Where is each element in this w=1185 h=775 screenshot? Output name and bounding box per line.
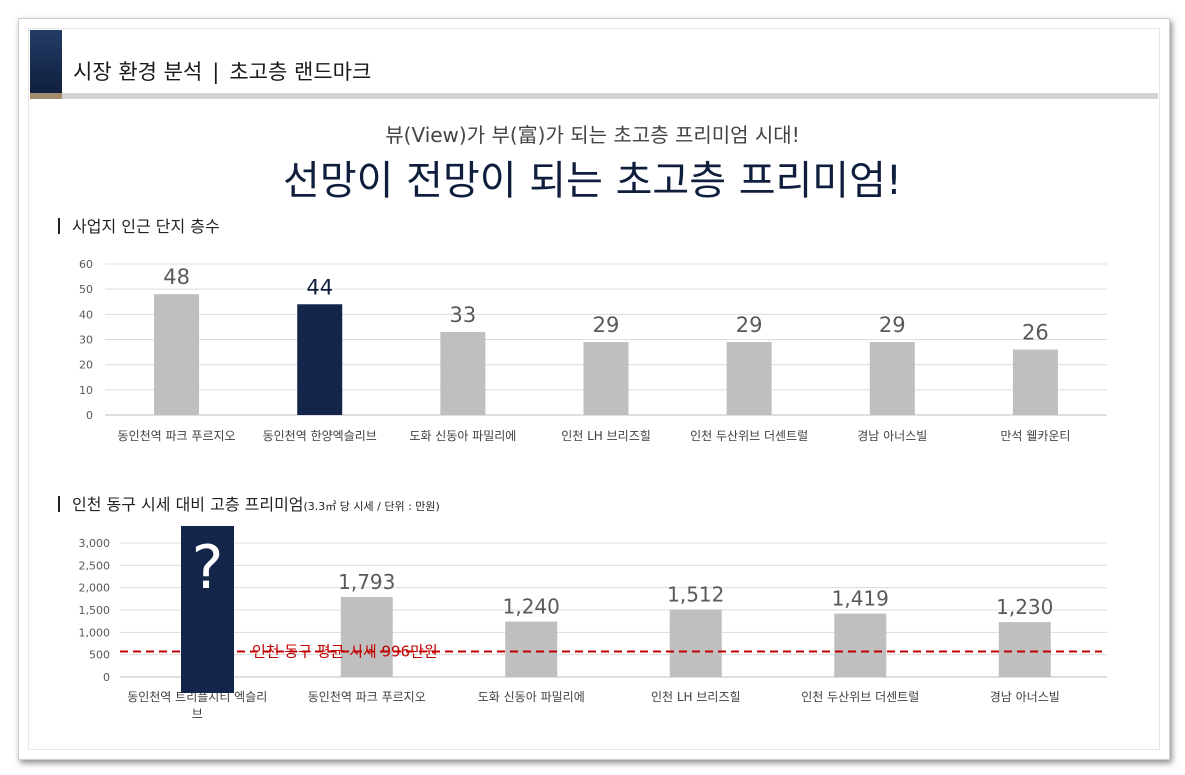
slide-inner-border (28, 28, 1160, 750)
data-label: 1,240 (503, 595, 560, 619)
header-title: 시장 환경 분석 | 초고층 랜드마크 (73, 56, 371, 86)
x-tick-label: 인천 LH 브리즈힐 (651, 689, 741, 704)
bar (869, 342, 915, 415)
data-label: 33 (449, 303, 476, 327)
chart2-heading: 인천 동구 시세 대비 고층 프리미엄(3.3㎡ 당 시세 / 단위 : 만원) (58, 491, 440, 515)
bar (340, 596, 393, 677)
x-tick-label: 만석 웰카운티 (1000, 429, 1070, 443)
y-tick-label: 40 (79, 308, 93, 321)
x-tick-label: 인천 두산위브 더센트럴 (690, 428, 808, 443)
y-tick-label: 2,500 (79, 559, 111, 572)
x-tick-label: 인천 두산위브 더센트럴 (801, 689, 919, 704)
y-tick-label: 0 (86, 409, 93, 422)
page-subtitle: 뷰(View)가 부(富)가 되는 초고층 프리미엄 시대! (385, 123, 800, 147)
y-tick-label: 10 (79, 384, 93, 397)
bar (154, 294, 200, 415)
header-accent-gold (30, 93, 62, 99)
chart1-heading-bar (58, 218, 60, 234)
y-tick-label: 1,500 (79, 604, 111, 617)
bar (505, 621, 558, 677)
chart2-title-note: (3.3㎡ 당 시세 / 단위 : 만원) (303, 500, 440, 513)
data-label: 29 (736, 313, 763, 337)
x-tick-label: 경남 아너스빌 (857, 429, 927, 443)
header-rule (62, 93, 1158, 99)
bar (834, 613, 887, 677)
chart1-title: 사업지 인근 단지 층수 (72, 217, 220, 236)
header-separator: | (212, 60, 220, 84)
bar (440, 331, 486, 415)
y-tick-label: 1,000 (79, 626, 111, 639)
header-title-right: 초고층 랜드마크 (229, 60, 372, 84)
data-label: 1,230 (996, 595, 1053, 619)
unknown-price-label: ? (191, 533, 224, 603)
bar (998, 622, 1051, 677)
header-accent-block (30, 30, 62, 95)
data-label: 26 (1022, 321, 1049, 345)
chart1-heading: 사업지 인근 단지 층수 (58, 213, 220, 237)
x-tick-label: 경남 아너스빌 (990, 690, 1060, 704)
data-label: 1,793 (338, 570, 395, 594)
y-tick-label: 50 (79, 283, 93, 296)
bar (669, 609, 722, 677)
y-tick-label: 3,000 (79, 537, 111, 550)
data-label: 1,512 (667, 582, 724, 606)
data-label: 44 (306, 275, 333, 299)
data-label: 1,419 (832, 587, 889, 611)
x-tick-label: 인천 LH 브리즈힐 (561, 428, 651, 443)
chart2-title: 인천 동구 시세 대비 고층 프리미엄 (72, 495, 304, 514)
data-label: 29 (593, 313, 620, 337)
x-tick-label: 동인천역 파크 푸르지오 (118, 428, 236, 443)
chart2-heading-bar (58, 496, 60, 512)
y-tick-label: 60 (79, 258, 93, 271)
x-tick-label: 도화 신동아 파밀리에 (409, 429, 516, 443)
page-title: 선망이 전망이 되는 초고층 프리미엄! (283, 158, 902, 204)
y-tick-label: 0 (103, 671, 110, 684)
x-tick-label: 도화 신동아 파밀리에 (478, 690, 585, 704)
y-tick-label: 500 (89, 649, 110, 662)
x-tick-label-wrap: 브 (192, 707, 203, 721)
bar (726, 342, 772, 415)
bar (297, 304, 343, 415)
y-tick-label: 20 (79, 359, 93, 372)
y-tick-label: 2,000 (79, 582, 111, 595)
average-price-label: 인천 동구 평균 시세 996만원 (252, 643, 438, 661)
unknown-price-bar (181, 526, 234, 693)
data-label: 48 (163, 265, 190, 289)
header-title-left: 시장 환경 분석 (73, 60, 203, 84)
y-tick-label: 30 (79, 334, 93, 347)
floors-bar-chart: 0 10 20 30 40 50 60 48 동인천역 파크 푸르지오 44 동인천역 한양엑슬리브… (79, 258, 1107, 443)
x-tick-label: 동인천역 한양엑슬리브 (263, 428, 377, 443)
bar (583, 342, 629, 415)
x-tick-label: 동인천역 파크 푸르지오 (308, 689, 426, 704)
data-label: 29 (879, 313, 906, 337)
bar (1012, 349, 1058, 415)
